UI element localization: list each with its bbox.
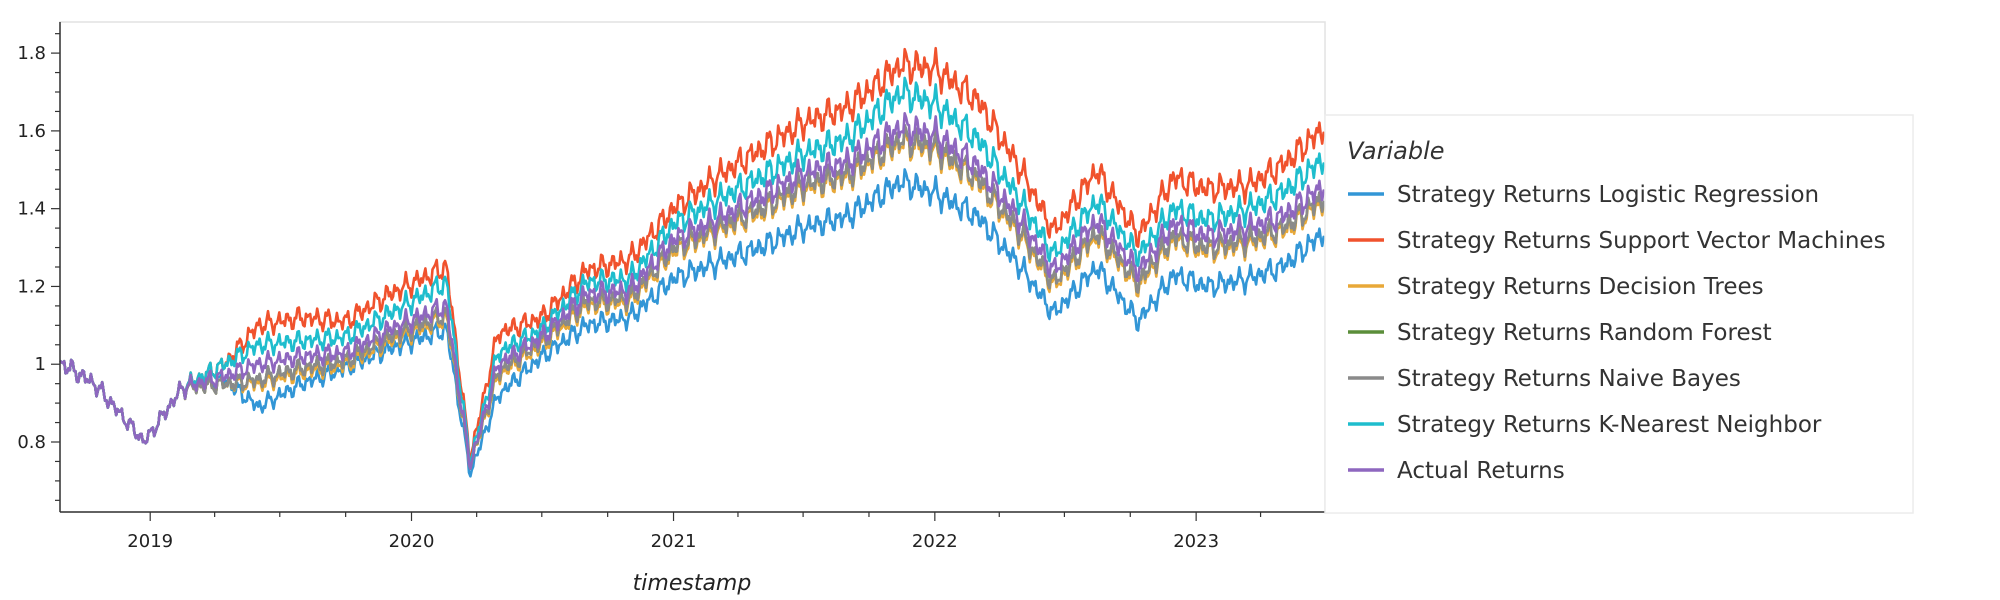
series-line-5 xyxy=(59,76,1327,466)
y-tick-label-2: 1.2 xyxy=(17,276,46,297)
series-line-0 xyxy=(59,168,1327,478)
legend-box xyxy=(1324,114,1914,514)
x-tick-label-0: 2019 xyxy=(127,531,173,552)
legend-label-4: Strategy Returns Naive Bayes xyxy=(1397,366,1741,392)
x-axis: 2019 2020 2021 2022 2023 xyxy=(60,511,1325,552)
legend-label-0: Strategy Returns Logistic Regression xyxy=(1397,182,1819,208)
y-axis: 0.8 1 1.2 1.4 1.6 1.8 xyxy=(17,22,61,512)
y-tick-label-4: 1.6 xyxy=(17,121,46,142)
series-line-4 xyxy=(59,123,1327,470)
legend-items: Strategy Returns Logistic Regression Stra… xyxy=(1348,182,1886,484)
x-axis-title: timestamp xyxy=(633,571,752,596)
y-tick-label-3: 1.4 xyxy=(17,199,46,220)
y-tick-label-1: 1 xyxy=(35,354,46,375)
y-tick-label-5: 1.8 xyxy=(17,43,46,64)
legend-title: Variable xyxy=(1347,137,1445,165)
x-tick-label-4: 2023 xyxy=(1173,531,1219,552)
x-tick-label-1: 2020 xyxy=(389,531,435,552)
legend-label-6: Actual Returns xyxy=(1397,458,1565,484)
legend: Variable Strategy Returns Logistic Regre… xyxy=(1324,114,1914,514)
legend-label-3: Strategy Returns Random Forest xyxy=(1397,320,1772,346)
series-line-6 xyxy=(59,112,1327,470)
x-tick-label-2: 2021 xyxy=(651,531,697,552)
x-tick-label-3: 2022 xyxy=(912,531,958,552)
series-line-1 xyxy=(59,46,1327,462)
y-tick-label-0: 0.8 xyxy=(17,432,46,453)
legend-label-2: Strategy Returns Decision Trees xyxy=(1397,274,1764,300)
legend-label-5: Strategy Returns K-Nearest Neighbor xyxy=(1397,412,1822,438)
legend-label-1: Strategy Returns Support Vector Machines xyxy=(1397,228,1886,254)
series-group xyxy=(59,46,1327,478)
